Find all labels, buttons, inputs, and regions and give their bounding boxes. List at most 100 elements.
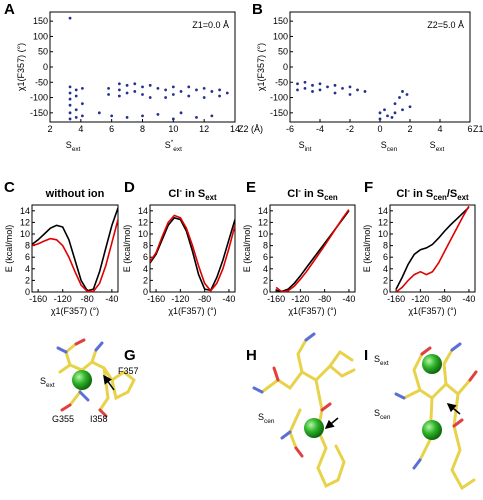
y-tick-label: 12	[138, 217, 148, 227]
region-label: Sext	[66, 140, 81, 153]
y-axis-label: E (kcal/mol)	[242, 225, 252, 273]
point	[303, 86, 307, 90]
point	[164, 88, 168, 92]
point	[405, 93, 409, 96]
point	[133, 90, 137, 93]
annotation: Z1=0.0 Å	[192, 20, 229, 30]
point	[107, 93, 110, 96]
point	[141, 85, 144, 89]
plot-frame	[269, 204, 356, 293]
y-tick-label: 6	[25, 252, 30, 262]
panel-label: D	[124, 179, 135, 196]
x-tick-label: 12	[199, 124, 209, 134]
panel-label: C	[4, 179, 15, 196]
y-tick-label: 8	[263, 241, 268, 251]
chart-title-part: in S	[182, 188, 205, 200]
y-axis-label: E (kcal/mol)	[4, 225, 14, 273]
x-tick-label: 0	[377, 124, 382, 134]
x-tick-label: -160	[29, 294, 47, 304]
y-tick-label: 6	[383, 252, 388, 262]
chart-title-part: /S	[447, 188, 457, 200]
x-tick-label: -120	[291, 294, 309, 304]
x-tick-label: -40	[222, 294, 235, 304]
y-tick-label: 2	[143, 275, 148, 285]
plot-frame	[389, 204, 476, 293]
y-tick-label: 10	[20, 229, 30, 239]
y-tick-label: 14	[138, 206, 148, 216]
point	[141, 114, 144, 118]
point	[80, 86, 84, 90]
chart-title-part: -	[179, 186, 182, 195]
point	[187, 85, 191, 89]
y-tick-label: 2	[263, 275, 268, 285]
point	[386, 114, 389, 118]
x-tick-label: 2	[47, 124, 52, 134]
chart-title-part: -	[407, 186, 410, 195]
panel-label: A	[4, 1, 15, 18]
structure-g	[56, 338, 136, 418]
y-tick-label: 4	[383, 264, 388, 274]
y-tick-label: 4	[143, 264, 148, 274]
energy-curve	[275, 210, 350, 292]
chart-title-part: in S	[301, 188, 324, 200]
y-tick-label: 0	[25, 287, 30, 297]
point	[117, 82, 121, 86]
y-tick-label: 0	[43, 62, 48, 72]
point	[225, 91, 229, 95]
y-tick-label: 8	[25, 241, 30, 251]
point	[218, 94, 221, 98]
chart-title: without ion	[45, 188, 105, 200]
y-tick-label: 150	[273, 16, 288, 26]
structure-label: Sext	[374, 354, 389, 367]
energy-curve	[395, 205, 470, 292]
region-label-part: S	[381, 140, 387, 150]
region-label-part: ext	[173, 146, 182, 153]
x-tick-label: 10	[168, 124, 178, 134]
point	[303, 80, 307, 84]
region-label: Scen	[381, 140, 398, 153]
point	[148, 83, 152, 87]
point	[318, 88, 322, 92]
x-tick-label: -6	[286, 124, 294, 134]
point	[164, 96, 168, 99]
point	[74, 108, 78, 112]
point	[156, 86, 160, 90]
point	[333, 91, 337, 95]
x-tick-label: -40	[342, 294, 355, 304]
structure-label: Scen	[258, 412, 275, 425]
x-tick-label: -4	[316, 124, 324, 134]
x-tick-label: 2	[407, 124, 412, 134]
point	[333, 83, 337, 87]
y-tick-label: 10	[258, 229, 268, 239]
structure-label-part: S	[258, 412, 264, 422]
annotation: Z2=5.0 Å	[427, 20, 464, 30]
panel-label: E	[246, 179, 256, 196]
x-tick-label: 8	[140, 124, 145, 134]
x-tick-label: -120	[54, 294, 72, 304]
structure-label-part: S	[374, 354, 380, 364]
region-label-part: int	[305, 146, 312, 153]
point	[110, 114, 114, 118]
point	[341, 86, 344, 90]
point	[171, 117, 175, 121]
point	[202, 86, 206, 90]
plot-frame	[31, 204, 119, 293]
point	[363, 90, 367, 93]
y-tick-label: 4	[25, 264, 30, 274]
y-tick-label: 12	[20, 217, 30, 227]
energy-curve	[395, 206, 470, 290]
point	[179, 90, 183, 93]
structure-label-part: cen	[264, 418, 275, 425]
energy-curve	[32, 207, 118, 292]
region-label-part: S	[430, 140, 436, 150]
point	[348, 85, 352, 89]
structure-label-part: ext	[46, 382, 55, 389]
panel-label: F	[364, 179, 373, 196]
x-axis-label: χ1(F357) (°)	[288, 306, 336, 316]
point	[156, 112, 160, 116]
x-tick-label: -80	[318, 294, 331, 304]
point	[378, 111, 382, 115]
energy-curve	[275, 209, 350, 292]
y-tick-label: 4	[263, 264, 268, 274]
